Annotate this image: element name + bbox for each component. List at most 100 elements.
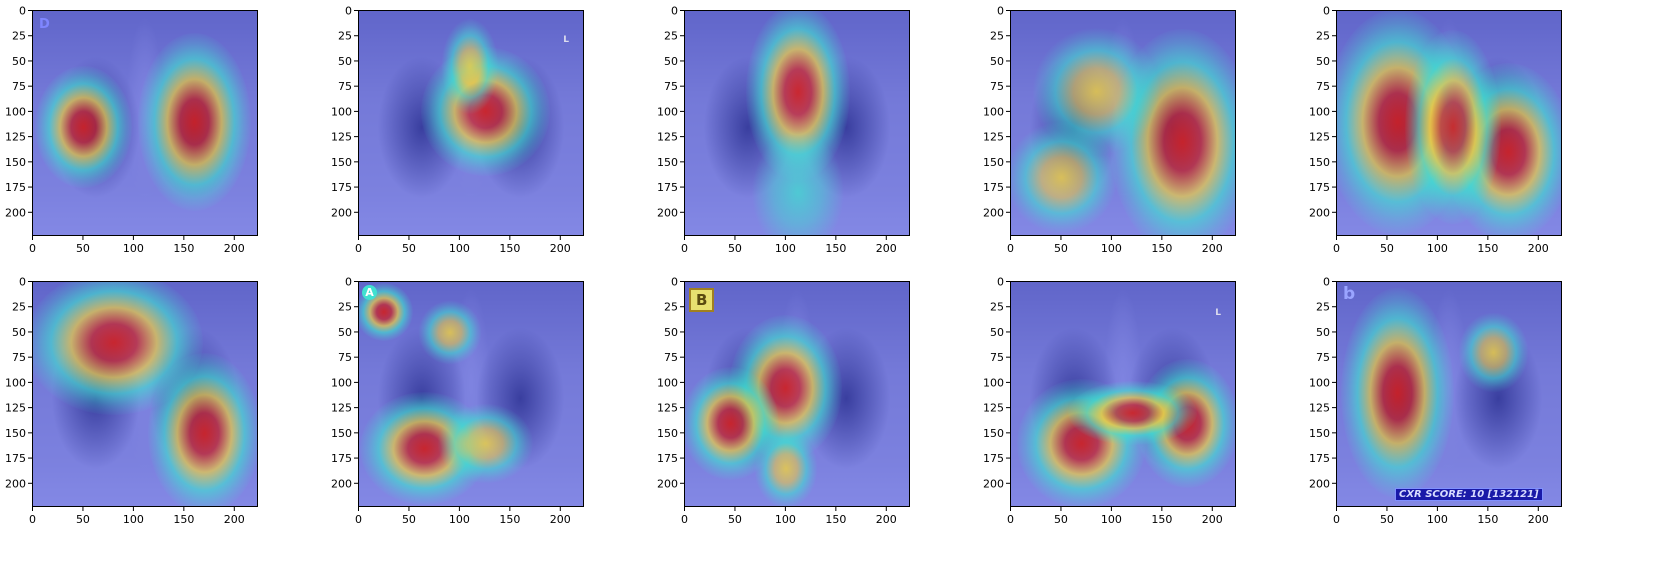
y-tick-label: 0 [345,5,352,18]
y-tick-label: 125 [5,131,26,144]
x-tick-label: 100 [1427,513,1448,526]
xray-heatmap-image: D [32,10,258,236]
y-tick-label: 0 [19,276,26,289]
x-tick-label: 150 [173,513,194,526]
y-tick-label: 150 [1309,156,1330,169]
x-tick-label: 100 [775,513,796,526]
y-tick-label: 25 [338,30,352,43]
y-tick-label: 150 [657,156,678,169]
x-tick-label: 50 [402,513,416,526]
heatmap-panel-r1c4: 0 25 50 75 100 125 150 175 200 0 50 100 150 200 [983,5,1250,255]
x-tick-label: 150 [173,242,194,255]
axis-ticks: 0 25 50 75 100 125 150 175 200 0 50 100 150 200 [983,5,1223,255]
x-tick-label: 100 [1427,242,1448,255]
y-tick-label: 100 [5,376,26,389]
x-tick-label: 200 [1202,242,1223,255]
y-tick-label: 100 [331,105,352,118]
y-tick-label: 150 [5,156,26,169]
x-tick-label: 200 [550,513,571,526]
x-tick-label: 100 [449,242,470,255]
image-corner-label: D [39,17,50,32]
y-tick-label: 200 [657,477,678,490]
y-tick-label: 50 [338,55,352,68]
heatmap-panel-r1c5: 0 25 50 75 100 125 150 175 200 0 50 100 150 200 [1309,5,1576,255]
y-tick-label: 75 [990,80,1004,93]
y-tick-label: 100 [983,376,1004,389]
xray-heatmap-image [1336,10,1562,236]
heatmap-panel-r1c3: 0 25 50 75 100 125 150 175 200 0 50 100 150 200 [657,5,924,255]
y-tick-label: 0 [671,5,678,18]
heatmap-hotspot [753,428,819,506]
heatmap-hotspot [148,352,257,506]
y-tick-label: 25 [990,301,1004,314]
x-tick-label: 0 [681,242,688,255]
x-tick-label: 100 [1101,513,1122,526]
x-tick-label: 200 [224,242,245,255]
axis-ticks: 0 25 50 75 100 125 150 175 200 0 50 100 150 200 [331,5,571,255]
heatmap-hotspot [1457,312,1529,393]
y-tick-label: 125 [1309,131,1330,144]
xray-heatmap-image [32,281,258,507]
y-tick-label: 175 [983,181,1004,194]
heatmap-hotspot [1067,380,1197,446]
y-tick-label: 75 [338,80,352,93]
heatmap-panel-r2c5: b CXR SCORE: 10 [132121] 0 25 50 75 100 125 150 1… [1309,276,1576,526]
y-tick-label: 200 [5,206,26,219]
x-tick-label: 50 [76,513,90,526]
heatmap-panel-r1c1: D 0 25 50 75 100 125 150 175 200 0 50 100 150 200 [5,5,272,255]
x-tick-label: 0 [681,513,688,526]
x-tick-label: 0 [1333,513,1340,526]
x-tick-label: 200 [1202,513,1223,526]
axis-ticks: 0 25 50 75 100 125 150 175 200 0 50 100 150 200 [1309,5,1549,255]
xray-heatmap-image [684,10,910,236]
y-tick-label: 200 [331,206,352,219]
x-tick-label: 150 [1151,513,1172,526]
image-corner-label: L [563,35,569,45]
x-tick-label: 0 [355,513,362,526]
xray-heatmap-image: B [684,281,910,507]
y-tick-label: 125 [983,131,1004,144]
x-tick-label: 100 [123,242,144,255]
x-tick-label: 100 [123,513,144,526]
y-tick-label: 50 [338,326,352,339]
y-tick-label: 150 [5,427,26,440]
y-tick-label: 125 [331,131,352,144]
x-tick-label: 0 [1007,513,1014,526]
y-tick-label: 25 [990,30,1004,43]
y-tick-label: 50 [990,326,1004,339]
y-tick-label: 75 [1316,351,1330,364]
heatmap-hotspot [436,403,534,484]
y-tick-label: 200 [983,206,1004,219]
x-tick-label: 100 [775,242,796,255]
y-tick-label: 175 [983,452,1004,465]
y-tick-label: 125 [657,402,678,415]
x-tick-label: 200 [1528,242,1549,255]
heatmap-hotspot [1341,288,1455,498]
x-tick-label: 150 [1151,242,1172,255]
x-tick-label: 50 [1054,242,1068,255]
cxr-score-label: CXR SCORE: 10 [132121] [1395,488,1543,501]
y-tick-label: 0 [345,276,352,289]
xray-heatmap-image [1010,10,1236,236]
image-corner-label: B [689,288,715,312]
x-tick-label: 200 [876,513,897,526]
y-tick-label: 125 [1309,402,1330,415]
heatmap-panel-r2c1: 0 25 50 75 100 125 150 175 200 0 50 100 150 200 [5,276,272,526]
y-tick-label: 100 [1309,376,1330,389]
y-tick-label: 0 [997,5,1004,18]
y-tick-label: 50 [990,55,1004,68]
y-tick-label: 50 [1316,326,1330,339]
y-tick-label: 175 [5,452,26,465]
y-tick-label: 0 [1323,5,1330,18]
xray-heatmap-image: L [358,10,584,236]
heatmap-hotspot [35,65,132,189]
x-tick-label: 50 [1380,513,1394,526]
axis-ticks: 0 25 50 75 100 125 150 175 200 0 50 100 150 200 [657,276,897,526]
heatmap-hotspot [417,300,483,365]
y-tick-label: 150 [983,156,1004,169]
x-tick-label: 0 [1007,242,1014,255]
x-tick-label: 200 [1528,513,1549,526]
x-tick-label: 150 [1477,513,1498,526]
heatmap-hotspot [1011,120,1118,234]
heatmap-panel-r1c2: L 0 25 50 75 100 125 150 175 200 0 50 100 150 200 [331,5,598,255]
